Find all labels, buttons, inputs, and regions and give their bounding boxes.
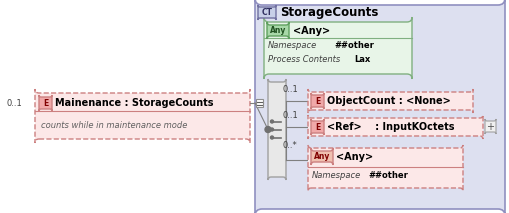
Text: 0..*: 0..*: [282, 141, 297, 151]
FancyBboxPatch shape: [254, 0, 504, 213]
Text: Namespace: Namespace: [267, 42, 317, 50]
Text: <Any>: <Any>: [335, 152, 373, 162]
Text: Any: Any: [269, 26, 286, 35]
Circle shape: [265, 127, 270, 132]
Text: <Ref>    : InputKOctets: <Ref> : InputKOctets: [326, 122, 454, 132]
FancyBboxPatch shape: [35, 89, 249, 143]
Text: E: E: [314, 122, 320, 131]
Text: 0..1: 0..1: [282, 111, 298, 121]
Bar: [256, 99, 263, 107]
FancyBboxPatch shape: [307, 89, 472, 113]
Text: 0..1: 0..1: [7, 98, 23, 108]
Text: E: E: [314, 96, 320, 105]
FancyBboxPatch shape: [267, 22, 289, 39]
Text: E: E: [43, 98, 48, 108]
FancyBboxPatch shape: [310, 148, 332, 165]
Circle shape: [270, 136, 273, 139]
Text: ObjectCount : <None>: ObjectCount : <None>: [326, 96, 450, 106]
Text: Mainenance : StorageCounts: Mainenance : StorageCounts: [55, 98, 213, 108]
Text: Any: Any: [313, 152, 329, 161]
FancyBboxPatch shape: [310, 93, 323, 109]
Text: CT: CT: [261, 8, 272, 17]
FancyBboxPatch shape: [307, 145, 462, 191]
Text: 0..1: 0..1: [282, 85, 298, 95]
FancyBboxPatch shape: [267, 79, 286, 180]
FancyBboxPatch shape: [307, 115, 482, 139]
Circle shape: [270, 120, 273, 123]
FancyBboxPatch shape: [310, 119, 323, 135]
FancyBboxPatch shape: [264, 17, 411, 79]
Text: counts while in maintenance mode: counts while in maintenance mode: [41, 121, 187, 130]
FancyBboxPatch shape: [258, 5, 275, 20]
Text: StorageCounts: StorageCounts: [279, 6, 378, 19]
Text: Process Contents: Process Contents: [267, 55, 340, 63]
Text: ##other: ##other: [367, 171, 407, 180]
Text: ##other: ##other: [333, 42, 373, 50]
Text: +: +: [486, 121, 494, 131]
FancyBboxPatch shape: [39, 95, 52, 111]
Text: Namespace: Namespace: [312, 171, 360, 180]
FancyBboxPatch shape: [484, 119, 495, 134]
Text: Lax: Lax: [353, 55, 370, 63]
Circle shape: [270, 128, 273, 131]
Text: <Any>: <Any>: [293, 26, 329, 36]
